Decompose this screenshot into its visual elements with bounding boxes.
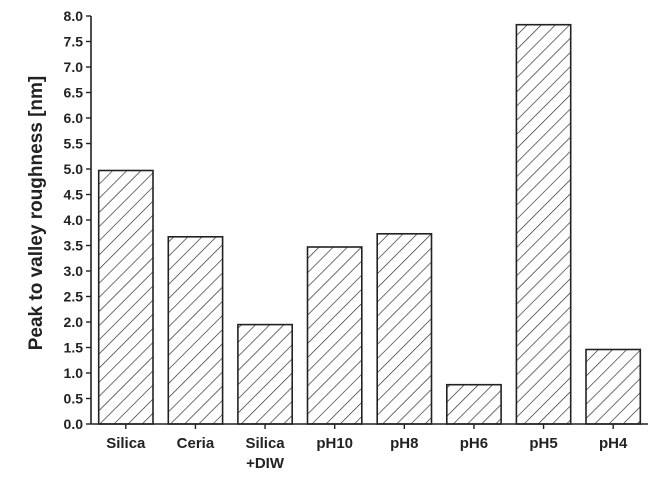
x-tick-label: pH8 bbox=[390, 435, 418, 452]
y-tick-label: 7.0 bbox=[64, 59, 84, 75]
x-tick-label: Silica bbox=[106, 435, 146, 452]
x-tick-label: Ceria bbox=[177, 435, 215, 452]
bar-ph4 bbox=[585, 348, 642, 425]
y-tick-label: 5.5 bbox=[64, 136, 84, 152]
x-tick-label: Silica bbox=[245, 435, 285, 452]
x-tick-label: pH4 bbox=[599, 435, 628, 452]
y-tick-label: 4.5 bbox=[64, 187, 84, 203]
y-tick-label: 1.5 bbox=[64, 340, 84, 356]
y-tick-label: 2.5 bbox=[64, 289, 84, 305]
y-tick-label: 4.0 bbox=[64, 212, 84, 228]
y-tick-label: 6.5 bbox=[64, 85, 84, 101]
bar-ph6 bbox=[445, 383, 502, 425]
bars-layer bbox=[97, 23, 642, 425]
y-tick-label: 3.0 bbox=[64, 263, 84, 279]
y-tick-label: 2.0 bbox=[64, 314, 84, 330]
x-tick-label: pH10 bbox=[316, 435, 353, 452]
y-tick-label: 5.0 bbox=[64, 161, 84, 177]
axes-layer bbox=[86, 15, 648, 429]
bar-ph10 bbox=[306, 246, 363, 425]
y-tick-label: 0.0 bbox=[64, 416, 84, 432]
bar-ph5 bbox=[515, 23, 572, 425]
y-tick-label: 1.0 bbox=[64, 365, 84, 381]
y-tick-label: 6.0 bbox=[64, 110, 84, 126]
bar-ph8 bbox=[376, 233, 433, 425]
bar-silicadiw bbox=[237, 323, 293, 425]
y-tick-label: 8.0 bbox=[64, 8, 84, 24]
y-tick-label: 0.5 bbox=[64, 391, 84, 407]
bar-ceria bbox=[167, 236, 224, 425]
y-tick-label: 3.5 bbox=[64, 238, 84, 254]
x-tick-label: pH6 bbox=[460, 435, 488, 452]
y-axis-title: Peak to valley roughness [nm] bbox=[26, 76, 47, 351]
x-tick-label: pH5 bbox=[529, 435, 557, 452]
labels-layer: 0.0 0.5 1.0 1.5 2.0 2.5 3.0 3.5 4.0 4.5 5.0 5.5 6.0 6… bbox=[64, 8, 628, 472]
bar-silica bbox=[97, 169, 154, 425]
y-tick-label: 7.5 bbox=[64, 34, 84, 50]
x-tick-label: +DIW bbox=[246, 455, 285, 472]
